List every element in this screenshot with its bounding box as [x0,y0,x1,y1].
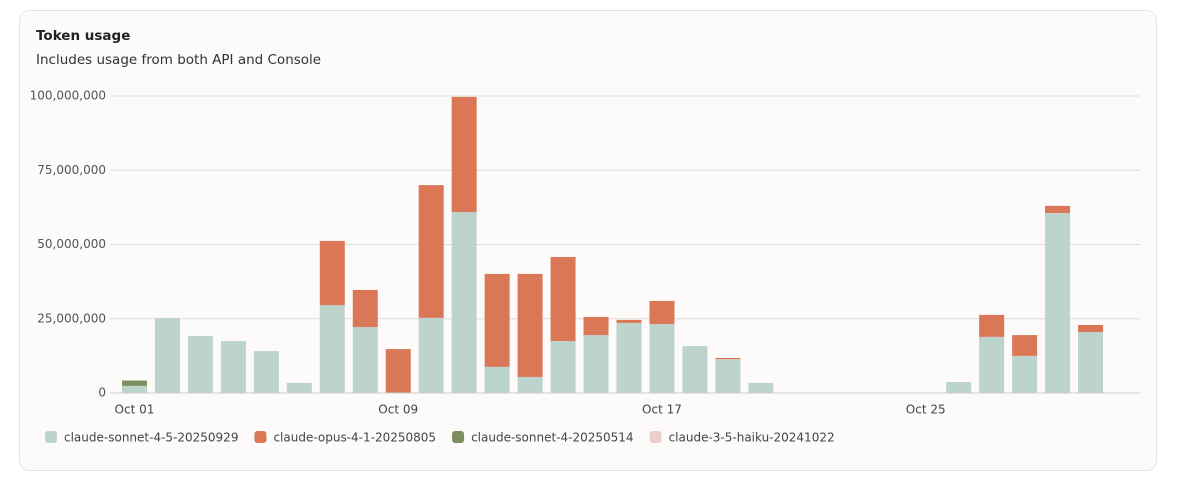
bar-segment [715,357,741,360]
bar-segment [550,341,576,393]
y-tick-label: 0 [98,386,106,400]
bar-segment [187,335,213,393]
x-tick-label: Oct 01 [115,403,155,417]
y-tick-label: 50,000,000 [37,237,106,251]
bar-segment [121,380,147,386]
bar-segment [451,96,477,213]
bar-segment [1012,355,1038,393]
legend-label: claude-opus-4-1-20250805 [273,431,436,445]
y-tick-label: 25,000,000 [37,311,106,325]
bar-segment [253,351,279,393]
bar-segment [616,322,642,393]
bar-segment [319,305,345,393]
bar-segment [1012,335,1038,356]
bar-segment [517,273,543,377]
y-tick-label: 100,000,000 [30,89,106,103]
legend-swatch [649,431,662,443]
bar-segment [715,359,741,393]
bar-segment [517,376,543,393]
x-tick-label: Oct 17 [642,403,682,417]
bar-segment [484,273,510,367]
bar-segment [649,324,675,393]
bar-segment [1078,332,1104,393]
legend-label: claude-sonnet-4-20250514 [471,431,634,445]
bar-segment [649,300,675,325]
bar-segment [1078,324,1104,333]
legend-label: claude-sonnet-4-5-20250929 [64,431,238,445]
bar-segment [352,289,378,328]
bar-segment [946,382,972,393]
bar-segment [154,317,180,393]
bar-segment [484,366,510,393]
legend-swatch [45,431,57,443]
bar-segment [1045,213,1071,393]
bar-segment [319,240,345,306]
legend-swatch [452,431,465,443]
bar-segment [418,185,444,318]
x-tick-label: Oct 25 [906,403,946,417]
bar-segment [550,256,576,342]
x-tick-label: Oct 09 [378,403,418,417]
bar-segment [352,327,378,393]
bar-segment [583,335,609,393]
chart-subtitle: Includes usage from both API and Console [36,52,321,68]
bar-segment [748,382,774,393]
chart-title: Token usage [36,28,130,44]
bar-segment [121,385,147,393]
bar-segment [979,314,1005,337]
legend-swatch [254,431,267,443]
y-tick-label: 75,000,000 [37,163,106,177]
bar-segment [385,349,411,393]
bar-segment [451,212,477,393]
bar-segment [1045,205,1071,214]
bar-segment [616,319,642,323]
bar-segment [220,341,246,393]
card [19,10,1157,471]
bar-segment [286,382,312,393]
bar-segment [418,317,444,393]
bar-segment [979,336,1005,393]
bar-segment [682,346,708,393]
bar-segment [583,316,609,336]
legend-label: claude-3-5-haiku-20241022 [669,431,835,445]
